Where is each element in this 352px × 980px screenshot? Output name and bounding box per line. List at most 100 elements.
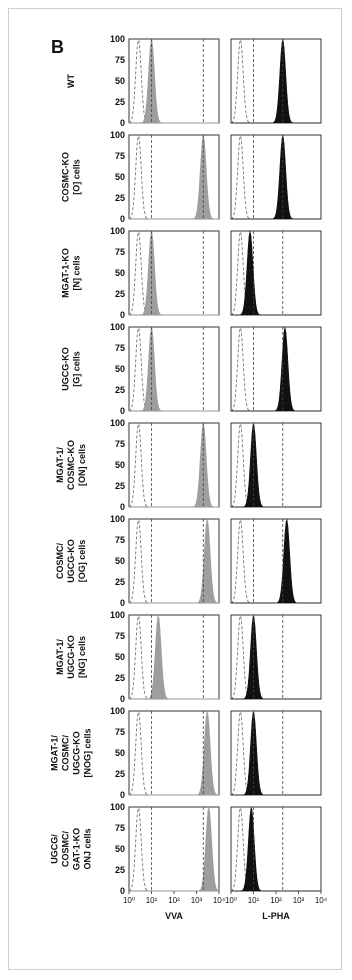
row-label: WT (66, 74, 76, 88)
x-tick-label: 10⁰ (123, 896, 135, 905)
x-tick-label: 10⁴ (213, 896, 226, 905)
y-tick-label: 25 (115, 385, 125, 395)
y-tick-label: 0 (120, 310, 125, 320)
control-histogram (128, 327, 219, 412)
y-tick-label: 75 (115, 727, 125, 737)
y-tick-label: 50 (115, 844, 125, 854)
row-label: COSMC-KO[O] cells (61, 152, 82, 202)
row-label: COSMC/UGCG-KO[OG] cells (55, 539, 87, 583)
y-tick-label: 100 (110, 514, 125, 524)
plot-frame (230, 38, 322, 124)
y-tick-label: 75 (115, 823, 125, 833)
y-tick-label: 50 (115, 652, 125, 662)
plot-frame (230, 422, 322, 508)
sample-histogram (129, 710, 220, 796)
x-tick-label: 10² (270, 896, 282, 905)
control-histogram (128, 39, 219, 124)
sample-histogram (231, 711, 321, 796)
row-label-line: UGCG-KO (61, 347, 71, 391)
y-tick-label: 75 (115, 343, 125, 353)
column-axis-title: VVA (165, 911, 183, 921)
control-histogram (230, 711, 321, 796)
x-tick-label: 10¹ (146, 896, 158, 905)
control-histogram (230, 807, 321, 892)
row-label-line: UGCG-KO (72, 731, 82, 775)
y-tick-label: 0 (120, 118, 125, 128)
row-label-line: [ON] cells (77, 444, 87, 486)
row-label: MGAT-1/COSMC/UGCG-KO[NOG] cells (50, 728, 93, 777)
panel-label: B (51, 37, 64, 57)
x-tick-label: 10¹ (248, 896, 260, 905)
y-tick-label: 100 (110, 322, 125, 332)
y-tick-label: 25 (115, 193, 125, 203)
y-tick-label: 25 (115, 289, 125, 299)
y-tick-label: 75 (115, 247, 125, 257)
y-tick-label: 25 (115, 481, 125, 491)
x-tick-label: 10⁴ (315, 896, 328, 905)
row-label-line: UGCG-KO (66, 635, 76, 679)
plot-frame (230, 134, 322, 220)
row-label-line: [NOG] cells (83, 728, 93, 777)
sample-histogram (129, 806, 220, 892)
row-label: MGAT-1-KO[N] cells (61, 248, 82, 298)
plot-frame (230, 518, 322, 604)
row-label-line: UGCG/ (50, 834, 60, 864)
y-tick-label: 75 (115, 55, 125, 65)
sample-histogram (231, 326, 321, 412)
y-tick-label: 100 (110, 418, 125, 428)
y-tick-label: 75 (115, 151, 125, 161)
y-tick-label: 100 (110, 34, 125, 44)
plot-frame (230, 326, 322, 412)
row-label-line: MGAT-1/ (55, 639, 65, 675)
y-tick-label: 0 (120, 598, 125, 608)
control-histogram (230, 615, 321, 700)
sample-histogram (231, 230, 321, 316)
x-tick-label: 10² (168, 896, 180, 905)
y-tick-label: 50 (115, 364, 125, 374)
control-histogram (230, 39, 321, 124)
control-histogram (128, 615, 219, 700)
sample-histogram (231, 806, 321, 892)
plot-frame (128, 326, 220, 412)
sample-histogram (231, 38, 321, 124)
sample-histogram (129, 614, 219, 700)
row-label: MGAT-1/UGCG-KO[NG] cells (55, 635, 87, 679)
control-histogram (230, 135, 321, 220)
sample-histogram (231, 615, 321, 700)
sample-histogram (231, 134, 321, 220)
control-histogram (230, 327, 321, 412)
x-tick-label: 10³ (191, 896, 203, 905)
sample-histogram (129, 231, 219, 316)
y-tick-label: 100 (110, 802, 125, 812)
control-histogram (230, 519, 321, 604)
flow-cytometry-histogram-grid: B 0 25 50 75 100 WT 0 25 50 75 100 COSMC-KO[O] cell… (50, 34, 328, 921)
row-label-line: [OG] cells (77, 540, 87, 583)
row-label-line: WT (66, 74, 76, 88)
sample-histogram (129, 327, 219, 412)
y-tick-label: 100 (110, 706, 125, 716)
y-tick-label: 25 (115, 769, 125, 779)
x-tick-label: 10⁰ (225, 896, 237, 905)
y-tick-label: 100 (110, 226, 125, 236)
y-tick-label: 50 (115, 172, 125, 182)
row-label-line: [O] cells (72, 159, 82, 195)
y-tick-label: 25 (115, 673, 125, 683)
y-tick-label: 0 (120, 694, 125, 704)
y-tick-label: 50 (115, 268, 125, 278)
plot-frame (128, 614, 220, 700)
control-histogram (128, 231, 219, 316)
y-tick-label: 75 (115, 631, 125, 641)
y-tick-label: 75 (115, 439, 125, 449)
row-label-line: [G] cells (72, 351, 82, 387)
plot-frame (230, 806, 322, 892)
y-tick-label: 0 (120, 406, 125, 416)
y-tick-label: 25 (115, 577, 125, 587)
sample-histogram (129, 422, 219, 508)
plot-frame (230, 710, 322, 796)
y-tick-label: 25 (115, 97, 125, 107)
sample-histogram (129, 39, 219, 124)
y-tick-label: 50 (115, 460, 125, 470)
row-label-line: MGAT-1/ (55, 447, 65, 483)
column-axis-title: L-PHA (262, 911, 290, 921)
plot-frame (128, 230, 220, 316)
